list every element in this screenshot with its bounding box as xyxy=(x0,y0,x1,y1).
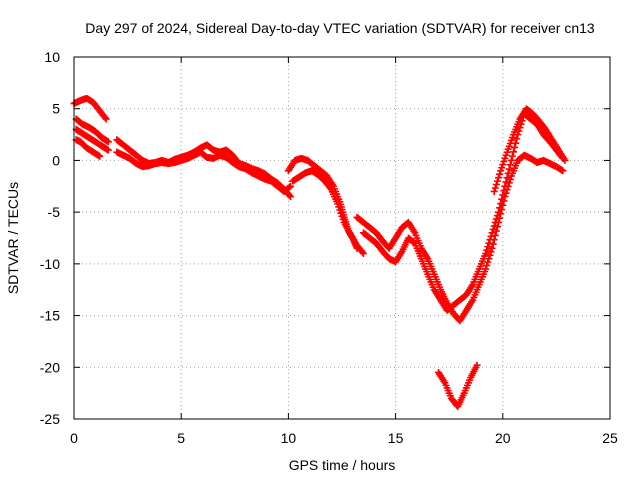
series-arc-early-2 xyxy=(72,115,112,146)
x-tick-label: 10 xyxy=(281,430,297,446)
data-point xyxy=(559,167,567,175)
data-points xyxy=(70,94,569,411)
x-tick-label: 15 xyxy=(388,430,404,446)
data-point xyxy=(496,204,504,212)
data-point xyxy=(503,174,511,182)
data-point xyxy=(507,156,515,164)
data-point xyxy=(489,240,497,248)
data-point xyxy=(285,183,293,191)
series-arc-mid-2 xyxy=(289,167,367,258)
plot-frame xyxy=(73,56,611,420)
data-point xyxy=(506,161,514,169)
data-point xyxy=(490,222,498,230)
data-point xyxy=(493,223,501,231)
data-point xyxy=(486,251,494,259)
y-axis-label: SDTVAR / TECUs xyxy=(5,182,21,294)
data-point xyxy=(96,152,104,160)
data-point xyxy=(492,181,500,189)
data-point xyxy=(490,187,498,195)
data-point xyxy=(502,178,510,186)
data-point xyxy=(499,191,507,199)
data-point xyxy=(104,138,112,146)
data-point xyxy=(493,212,501,220)
data-point xyxy=(489,225,497,233)
data-point xyxy=(488,229,496,237)
data-point xyxy=(495,208,503,216)
data-point xyxy=(513,135,521,143)
y-tick-label: -5 xyxy=(48,204,61,220)
data-point xyxy=(487,232,495,240)
x-tick-label: 0 xyxy=(70,430,78,446)
data-point xyxy=(505,165,513,173)
data-point xyxy=(500,187,508,195)
data-point xyxy=(496,170,504,178)
data-point xyxy=(510,148,518,156)
y-tick-label: 0 xyxy=(52,152,60,168)
data-point xyxy=(488,244,496,252)
data-point xyxy=(486,236,494,244)
data-point xyxy=(102,115,110,123)
y-tick-label: -10 xyxy=(40,256,60,272)
x-tick-label: 5 xyxy=(177,430,185,446)
series-arc-early-3 xyxy=(72,125,112,154)
data-point xyxy=(511,144,519,151)
data-point xyxy=(482,265,490,273)
y-tick-label: 5 xyxy=(52,101,60,117)
y-tick-label: 10 xyxy=(44,49,60,65)
series-arc-late xyxy=(490,105,569,195)
chart-title: Day 297 of 2024, Sidereal Day-to-day VTE… xyxy=(85,20,595,36)
data-point xyxy=(484,258,492,266)
y-tick-label: -15 xyxy=(40,308,60,324)
data-point xyxy=(495,174,503,182)
axis-ticks: 0 5 10 15 20 25 10 5 0 -5 -10 -15 -20 -25 xyxy=(40,49,618,446)
data-point xyxy=(504,169,512,177)
data-point xyxy=(485,239,493,247)
x-tick-label: 25 xyxy=(602,430,618,446)
y-tick-label: -20 xyxy=(40,359,60,375)
data-point xyxy=(493,177,501,185)
data-point xyxy=(487,248,495,256)
data-point xyxy=(101,114,109,122)
data-point xyxy=(492,215,500,223)
data-point xyxy=(287,193,295,201)
data-point xyxy=(359,250,367,258)
series-arc-early-4 xyxy=(72,136,104,160)
data-point xyxy=(104,146,112,154)
data-point xyxy=(491,218,499,226)
y-tick-label: -25 xyxy=(40,411,60,427)
x-tick-label: 20 xyxy=(495,430,511,446)
data-point xyxy=(483,262,491,270)
data-point xyxy=(498,195,506,203)
data-point xyxy=(561,156,569,164)
data-point xyxy=(358,248,366,256)
series-arc-dip xyxy=(434,361,481,411)
series-arc-main-2 xyxy=(113,148,295,195)
data-point xyxy=(482,250,490,258)
data-point xyxy=(484,243,492,251)
data-point xyxy=(491,184,499,192)
data-point xyxy=(326,184,334,192)
data-point xyxy=(497,200,505,208)
x-axis-label: GPS time / hours xyxy=(289,457,396,473)
data-point xyxy=(287,182,295,190)
data-point xyxy=(505,179,513,187)
data-point xyxy=(483,246,491,254)
data-point xyxy=(473,361,481,369)
data-point xyxy=(501,182,509,190)
data-point xyxy=(285,191,293,199)
data-point xyxy=(508,152,516,160)
